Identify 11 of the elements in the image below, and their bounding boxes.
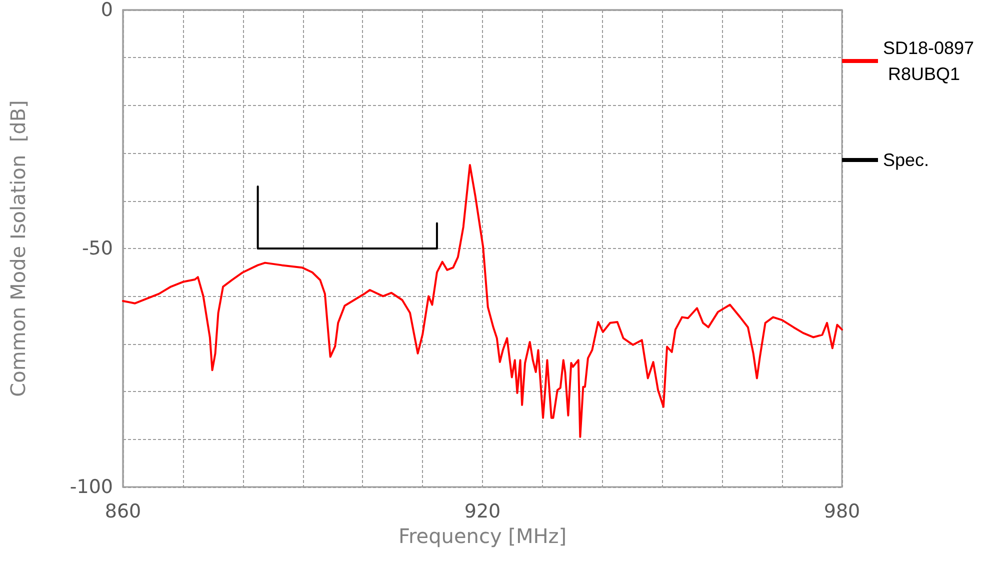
- legend-label: Spec.: [883, 150, 930, 170]
- y-tick-label: 0: [100, 0, 113, 21]
- y-tick-label: -50: [82, 238, 113, 260]
- x-tick-label: 920: [464, 500, 501, 522]
- x-tick-label: 980: [824, 500, 860, 522]
- legend-label: SD18-0897 R8UBQ1: [883, 38, 974, 84]
- x-tick-label: 860: [104, 500, 142, 522]
- line-series: [122, 164, 843, 438]
- y-axis-title: Common Mode Isolation [dB]: [6, 100, 30, 397]
- x-axis-title: Frequency [MHz]: [398, 524, 567, 548]
- y-tick-label: -100: [70, 476, 113, 498]
